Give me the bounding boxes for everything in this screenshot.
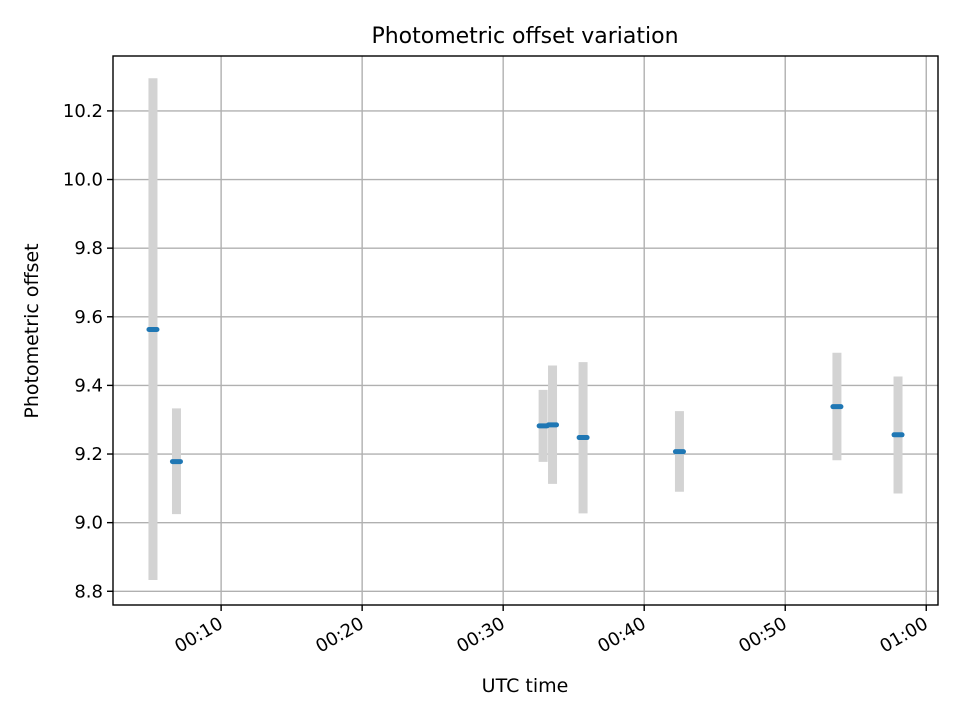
x-tick-label: 01:00: [876, 613, 931, 657]
grid: [113, 56, 938, 605]
plot-frame: [112, 55, 939, 606]
axis-ticks: 00:10 00:20 00:30 00:40 00:50 01:00 8.8 9.0 9.2 9…: [63, 101, 932, 657]
y-tick-label: 9.4: [74, 375, 103, 396]
x-tick-label: 00:30: [453, 613, 508, 657]
y-tick-label: 10.0: [63, 170, 103, 191]
y-tick-label: 9.8: [74, 238, 103, 259]
x-tick-label: 00:40: [594, 613, 649, 657]
x-tick-label: 00:50: [735, 613, 790, 657]
plot-data: [146, 78, 905, 580]
x-axis-label: UTC time: [482, 675, 569, 697]
y-axis-label: Photometric offset: [21, 243, 43, 418]
chart-title: Photometric offset variation: [371, 24, 678, 49]
y-tick-label: 9.0: [74, 513, 103, 534]
y-tick-label: 9.6: [74, 307, 103, 328]
y-tick-label: 10.2: [63, 101, 103, 122]
y-tick-label: 9.2: [74, 444, 103, 465]
y-tick-label: 8.8: [74, 581, 103, 602]
x-tick-label: 00:10: [171, 613, 226, 657]
x-tick-label: 00:20: [312, 613, 367, 657]
